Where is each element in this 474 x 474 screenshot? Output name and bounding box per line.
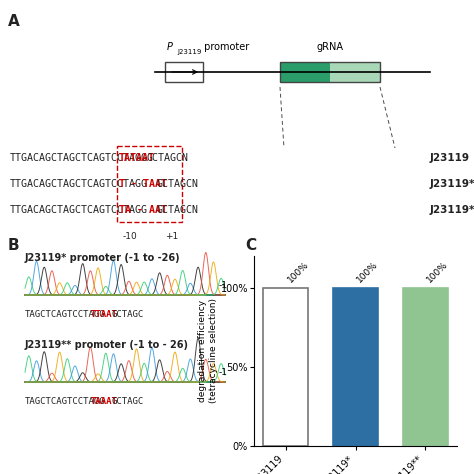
Text: B: B	[8, 238, 19, 253]
Text: J23119* promoter (-1 to -26): J23119* promoter (-1 to -26)	[25, 253, 181, 263]
Bar	[280, 62, 380, 82]
Text: -10: -10	[123, 232, 137, 241]
Text: 100%: 100%	[426, 260, 450, 284]
Text: TAGCTCAGTCCTAGG: TAGCTCAGTCCTAGG	[25, 397, 106, 406]
Text: +1: +1	[164, 232, 178, 241]
Text: gRNA: gRNA	[317, 42, 344, 52]
Text: T - TAAT: T - TAAT	[118, 179, 166, 189]
Text: TTAAT: TTAAT	[90, 310, 117, 319]
Text: GCTAGC: GCTAGC	[112, 397, 144, 406]
Text: GCTAGCN: GCTAGCN	[156, 179, 198, 189]
Text: 100%: 100%	[356, 260, 380, 284]
Text: TTGACAGCTAGCTCAGTCCTAGG: TTGACAGCTAGCTCAGTCCTAGG	[10, 179, 148, 189]
Text: C: C	[245, 238, 256, 253]
Text: TA - AAT: TA - AAT	[118, 205, 166, 215]
Bar	[263, 288, 308, 446]
Bar	[330, 62, 380, 82]
Text: TATAAT: TATAAT	[118, 153, 155, 163]
Text: GCTAGC: GCTAGC	[112, 310, 144, 319]
Text: A: A	[8, 14, 20, 29]
Text: 100%: 100%	[285, 260, 310, 284]
Bar	[280, 62, 330, 82]
Text: GCTAGCN: GCTAGCN	[156, 205, 198, 215]
Text: J23119: J23119	[177, 49, 201, 55]
Text: TTGACAGCTAGCTCAGTCCTAGG: TTGACAGCTAGCTCAGTCCTAGG	[10, 205, 148, 215]
Text: J23119: J23119	[430, 153, 470, 163]
Text: -1: -1	[219, 368, 228, 377]
Text: J23119*: J23119*	[430, 179, 474, 189]
Text: -1: -1	[219, 281, 228, 290]
Text: P: P	[167, 42, 173, 52]
Bar	[403, 288, 448, 446]
Text: TAAAT: TAAAT	[90, 397, 117, 406]
Bar	[165, 62, 203, 82]
Text: TAGCTCAGTCCTAGG: TAGCTCAGTCCTAGG	[25, 310, 106, 319]
Text: GCTAGCN: GCTAGCN	[147, 153, 189, 163]
Text: promoter: promoter	[201, 42, 249, 52]
Text: J23119** promoter (-1 to - 26): J23119** promoter (-1 to - 26)	[25, 340, 189, 350]
Text: J23119**: J23119**	[430, 205, 474, 215]
Text: TTGACAGCTAGCTCAGTCCTAGG: TTGACAGCTAGCTCAGTCCTAGG	[10, 153, 148, 163]
Bar	[117, 146, 182, 222]
Bar	[333, 288, 378, 446]
Y-axis label: degradation efficiency
(tetracycline selection): degradation efficiency (tetracycline sel…	[198, 298, 218, 403]
